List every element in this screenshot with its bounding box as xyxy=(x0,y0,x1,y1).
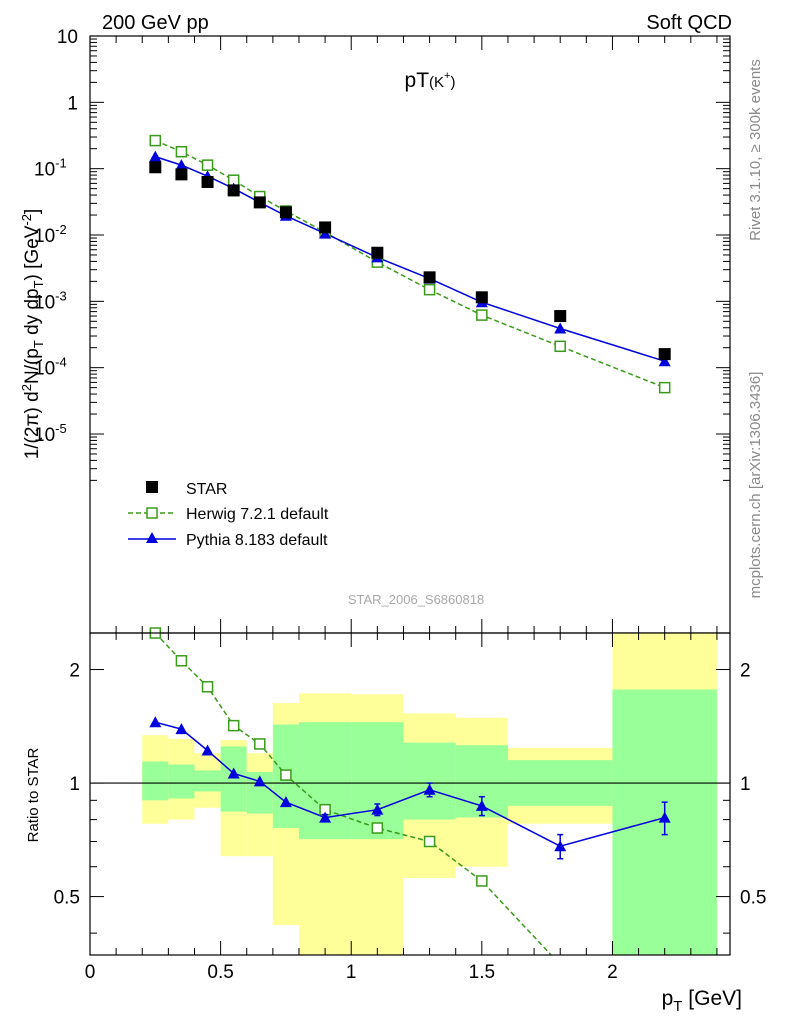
ratio-band-green xyxy=(142,761,169,801)
legend-herwig-label: Herwig 7.2.1 default xyxy=(186,506,329,523)
star-point xyxy=(201,175,214,188)
legend-pythia-label: Pythia 8.183 default xyxy=(186,532,328,549)
herwig-ratio-point xyxy=(423,835,436,848)
pythia-point xyxy=(175,159,188,171)
energy-label: 200 GeV pp xyxy=(102,12,209,34)
ratio-data-points xyxy=(149,627,671,887)
star-point xyxy=(554,310,567,323)
legend-herwig-marker xyxy=(146,507,158,519)
star-point xyxy=(475,291,488,304)
pythia-ratio-point xyxy=(658,811,671,823)
star-point xyxy=(658,348,671,361)
legend: STAR Herwig 7.2.1 default Pythia 8.183 d… xyxy=(128,481,329,549)
herwig-point xyxy=(554,340,566,353)
herwig-ratio-point xyxy=(175,655,188,667)
legend-star-label: STAR xyxy=(186,481,227,498)
main-axis-ticks: 10-5 10-4 10-3 10-2 10-1 1 10 xyxy=(34,27,730,633)
main-panel: 10-5 10-4 10-3 10-2 10-1 1 10 xyxy=(34,27,731,634)
herwig-ratio-point xyxy=(254,738,266,750)
ratio-uncertainty-bands xyxy=(142,633,717,955)
star-point xyxy=(227,184,240,197)
pythia-point xyxy=(658,355,671,367)
herwig-point xyxy=(423,283,436,296)
main-y-tick-label: 10 xyxy=(57,27,78,48)
ratio-y-tick-label: 0.5 xyxy=(54,888,80,909)
x-tick-label: 0 xyxy=(85,962,96,983)
main-y-axis-label: 1/(2π) d2N/(pT dy dpT) [GeV-2] xyxy=(19,209,46,460)
x-tick-label: 1 xyxy=(346,962,357,983)
herwig-ratio-point xyxy=(371,822,384,834)
pythia-ratio-point xyxy=(319,811,332,823)
x-axis-label: pT [GeV] xyxy=(662,987,742,1015)
pythia-ratio-line xyxy=(155,721,665,848)
main-y-tick-label: 10-4 xyxy=(34,355,67,380)
x-tick-label: 0.5 xyxy=(207,962,233,983)
herwig-point xyxy=(175,145,188,158)
herwig-point xyxy=(658,381,671,394)
ratio-y-axis-label: Ratio to STAR xyxy=(25,747,42,842)
x-tick-labels: 0 0.5 1 1.5 2 xyxy=(85,962,618,983)
ratio-band-green xyxy=(220,746,247,812)
pythia-ratio-point xyxy=(201,744,214,756)
main-data-points xyxy=(149,134,671,394)
x-tick-label: 1.5 xyxy=(469,962,495,983)
ratio-y-tick-label: 1 xyxy=(69,774,80,795)
ratio-y-tick-label: 2 xyxy=(69,661,80,682)
pythia-ratio-point xyxy=(175,723,188,735)
pythia-ratio-point xyxy=(371,803,384,815)
star-point xyxy=(175,168,188,181)
pythia-ratio-point xyxy=(227,767,240,779)
plot-title: pT(K+) xyxy=(405,69,456,92)
pythia-ratio-point xyxy=(149,716,162,728)
herwig-ratio-point xyxy=(280,769,292,781)
pythia-ratio-point xyxy=(279,796,292,808)
star-point xyxy=(149,161,162,174)
pythia-line xyxy=(155,155,665,362)
star-point xyxy=(423,271,436,284)
pythia-ratio-point xyxy=(253,775,266,787)
ratio-panel: 0.5 0.5 1 1 2 2 xyxy=(54,627,766,956)
star-point xyxy=(371,246,384,259)
ratio-band-green xyxy=(351,722,404,840)
star-point xyxy=(253,196,266,209)
star-point xyxy=(279,206,292,219)
herwig-point xyxy=(476,309,488,321)
ratio-band-green xyxy=(403,742,456,820)
category-label: Soft QCD xyxy=(646,12,732,34)
ratio-y-tick-label: 0.5 xyxy=(740,888,766,909)
herwig-point xyxy=(201,159,214,171)
herwig-ratio-point xyxy=(227,719,240,732)
main-y-tick-label: 10-2 xyxy=(34,222,67,247)
ratio-y-tick-label: 1 xyxy=(740,774,751,795)
ratio-y-tick-label: 2 xyxy=(740,661,751,682)
analysis-watermark: STAR_2006_S6860818 xyxy=(348,592,484,607)
x-tick-label: 2 xyxy=(607,962,618,983)
main-y-tick-label: 1 xyxy=(67,93,78,114)
main-y-tick-label: 10-5 xyxy=(34,421,67,446)
herwig-ratio-point xyxy=(201,681,214,693)
pythia-ratio-point xyxy=(423,783,436,795)
legend-pythia-marker xyxy=(146,532,158,543)
ratio-band-green xyxy=(168,764,195,799)
mcplots-label: mcplots.cern.ch [arXiv:1306.3436] xyxy=(747,372,764,599)
main-y-tick-label: 10-3 xyxy=(34,288,67,313)
herwig-ratio-point xyxy=(476,875,488,887)
pythia-point xyxy=(554,322,567,334)
pythia-ratio-point xyxy=(475,799,488,811)
legend-star-marker xyxy=(146,481,158,493)
pythia-point xyxy=(149,150,162,162)
rivet-version-label: Rivet 3.1.10, ≥ 300k events xyxy=(747,59,764,241)
star-point xyxy=(319,221,332,234)
pythia-ratio-point xyxy=(554,840,567,852)
ratio-axis-ticks: 0.5 0.5 1 1 2 2 xyxy=(54,633,766,955)
ratio-frame xyxy=(89,632,731,956)
herwig-point xyxy=(149,134,162,147)
ratio-band-green xyxy=(194,770,221,792)
main-y-tick-label: 10-1 xyxy=(34,156,67,181)
